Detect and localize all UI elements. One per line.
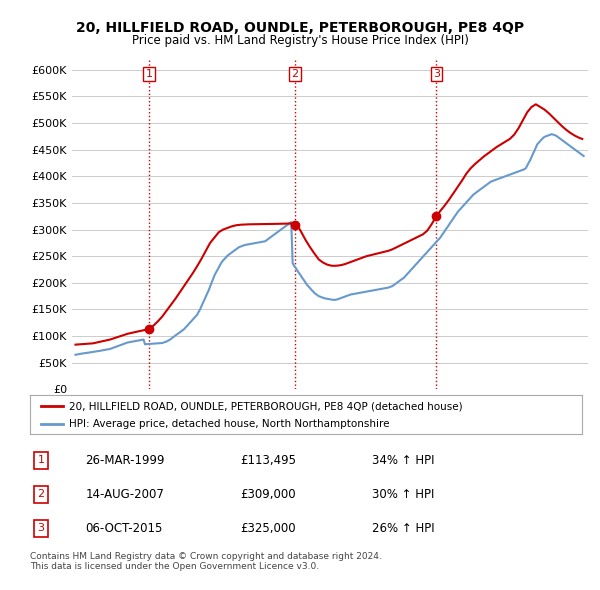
Text: £113,495: £113,495	[240, 454, 296, 467]
Text: Contains HM Land Registry data © Crown copyright and database right 2024.
This d: Contains HM Land Registry data © Crown c…	[30, 552, 382, 571]
Text: 2: 2	[37, 489, 44, 499]
Text: 20, HILLFIELD ROAD, OUNDLE, PETERBOROUGH, PE8 4QP: 20, HILLFIELD ROAD, OUNDLE, PETERBOROUGH…	[76, 21, 524, 35]
Text: HPI: Average price, detached house, North Northamptonshire: HPI: Average price, detached house, Nort…	[68, 419, 389, 429]
Text: 2: 2	[291, 69, 298, 79]
Text: 1: 1	[145, 69, 152, 79]
Text: 3: 3	[433, 69, 440, 79]
Text: 26% ↑ HPI: 26% ↑ HPI	[372, 522, 435, 535]
Text: £325,000: £325,000	[240, 522, 295, 535]
Text: 06-OCT-2015: 06-OCT-2015	[85, 522, 163, 535]
Text: 1: 1	[38, 455, 44, 465]
Text: 20, HILLFIELD ROAD, OUNDLE, PETERBOROUGH, PE8 4QP (detached house): 20, HILLFIELD ROAD, OUNDLE, PETERBOROUGH…	[68, 401, 462, 411]
Text: 14-AUG-2007: 14-AUG-2007	[85, 488, 164, 501]
Text: 30% ↑ HPI: 30% ↑ HPI	[372, 488, 434, 501]
Text: 34% ↑ HPI: 34% ↑ HPI	[372, 454, 435, 467]
Text: Price paid vs. HM Land Registry's House Price Index (HPI): Price paid vs. HM Land Registry's House …	[131, 34, 469, 47]
Text: 26-MAR-1999: 26-MAR-1999	[85, 454, 164, 467]
Text: £309,000: £309,000	[240, 488, 295, 501]
Text: 3: 3	[38, 523, 44, 533]
